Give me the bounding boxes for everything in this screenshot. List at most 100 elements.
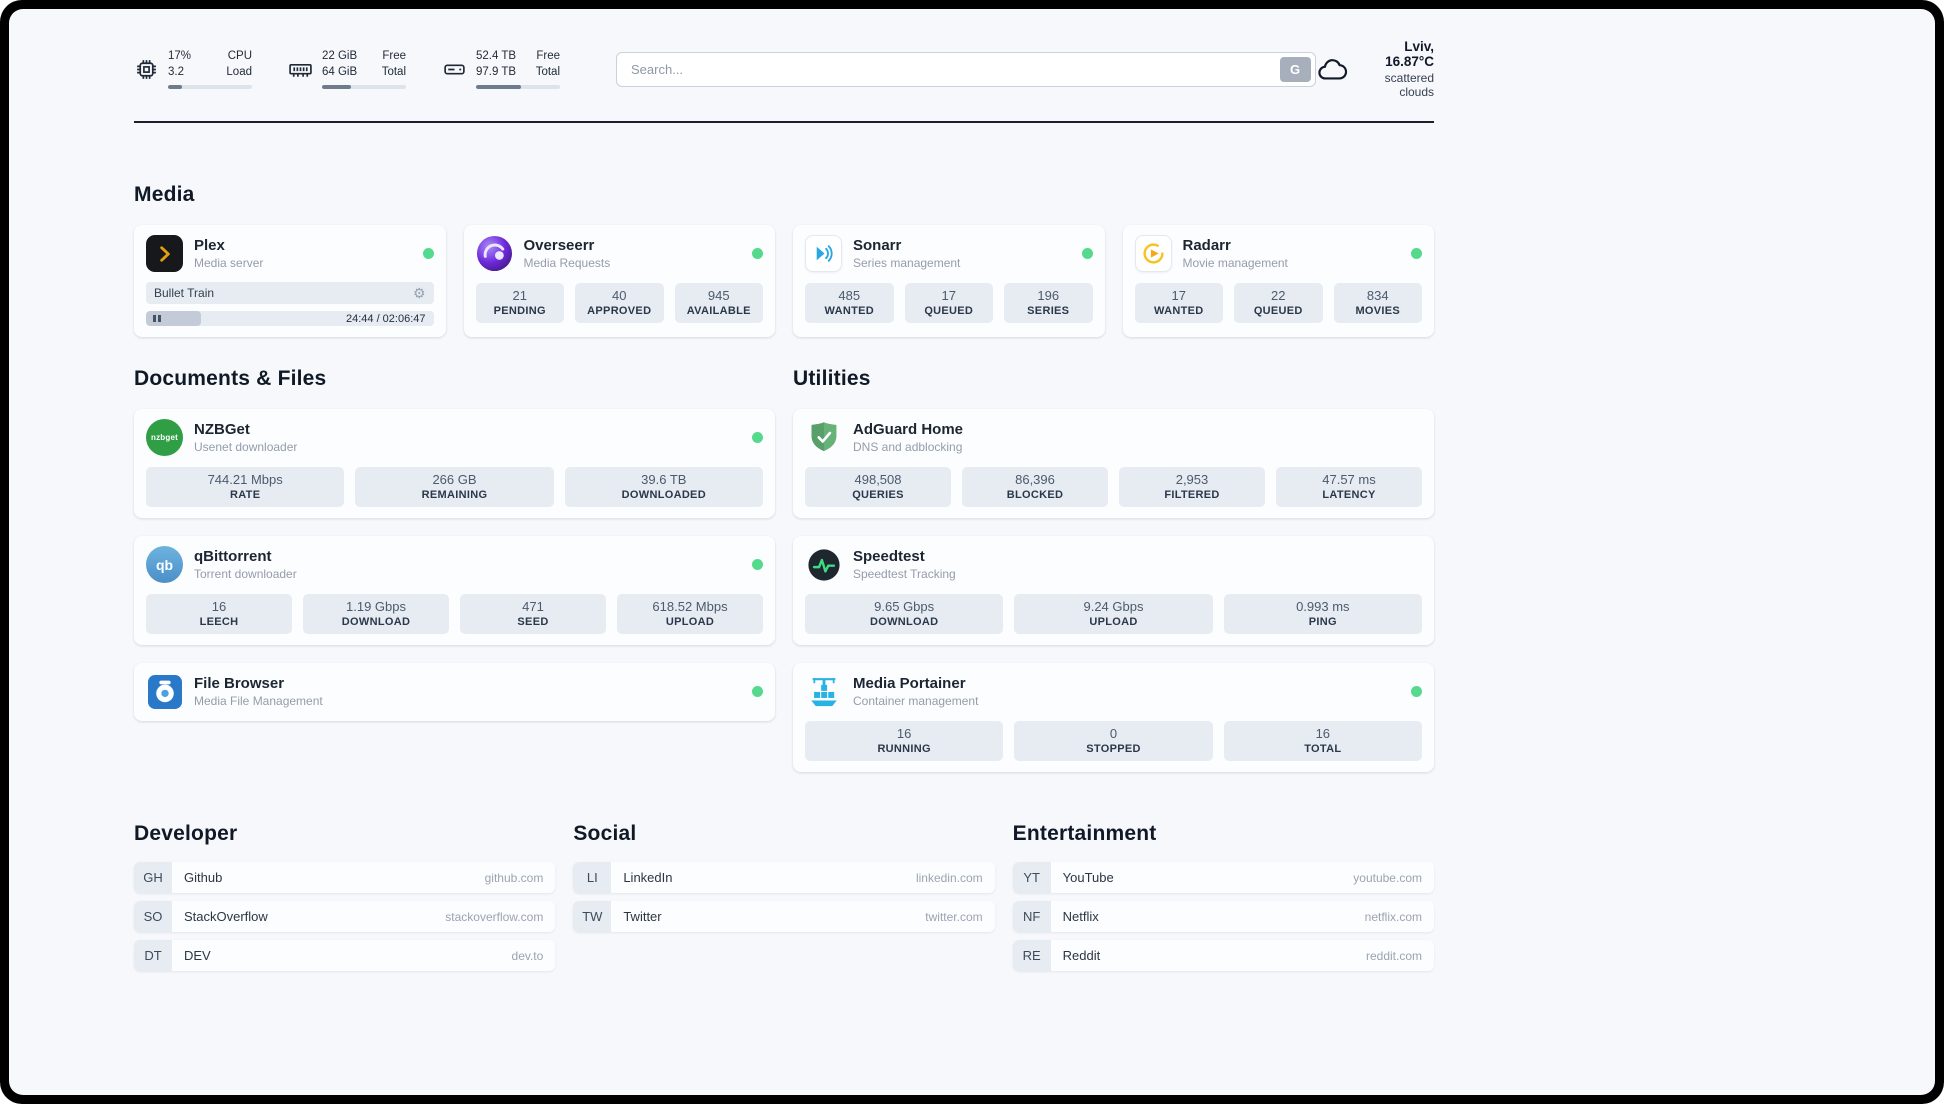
app-card-filebrowser[interactable]: File Browser Media File Management (134, 663, 775, 721)
adguard-icon (805, 419, 842, 456)
stat-value: 0 (1109, 726, 1118, 741)
stat-label: QUEUED (924, 305, 974, 317)
section-title-media: Media (134, 183, 195, 206)
memory-widget: 22 GiB 64 GiB Free Total (288, 49, 406, 90)
stat-label: TOTAL (1304, 743, 1342, 755)
disk-readout: 52.4 TB 97.9 TB Free Total (476, 49, 560, 90)
bookmark-abbr: NF (1012, 901, 1051, 932)
topbar: 17% 3.2 CPU Load (134, 39, 1434, 99)
app-card-sonarr[interactable]: Sonarr Series management 485 WANTED 17 Q… (793, 225, 1105, 337)
memory-label-bottom: Total (381, 65, 406, 78)
bookmark-dev[interactable]: DT DEV dev.to (134, 940, 556, 971)
qbittorrent-icon: qb (146, 546, 183, 583)
stat-tile: 9.65 Gbps DOWNLOAD (805, 594, 1004, 634)
disk-progress-fill (476, 85, 521, 90)
stat-tile: 471 SEED (460, 594, 606, 634)
stat-value: 945 (707, 288, 730, 303)
app-subtitle: Media Requests (523, 256, 611, 270)
app-subtitle: Speedtest Tracking (853, 567, 956, 581)
nzbget-icon: nzbget (146, 419, 183, 456)
disk-value-top: 52.4 TB (476, 49, 517, 62)
stat-tile: 945 AVAILABLE (674, 283, 763, 323)
stat-value: 498,508 (854, 472, 902, 487)
stat-label: WANTED (824, 305, 874, 317)
app-card-plex[interactable]: Plex Media server Bullet Train ⚙ 24:44 /… (134, 225, 446, 337)
stat-value: 2,953 (1175, 472, 1209, 487)
app-subtitle: Movie management (1182, 256, 1288, 270)
stat-label: SERIES (1027, 305, 1070, 317)
disk-value-bottom: 97.9 TB (476, 65, 517, 78)
stat-tile: 485 WANTED (805, 283, 894, 323)
stat-value: 9.24 Gbps (1083, 599, 1144, 614)
bookmark-name: Netflix (1062, 909, 1099, 924)
filebrowser-icon (146, 673, 183, 710)
app-card-speedtest[interactable]: Speedtest Speedtest Tracking 9.65 Gbps D… (793, 536, 1434, 645)
now-playing-row: Bullet Train ⚙ (146, 282, 434, 304)
bookmark-url: twitter.com (925, 909, 983, 924)
app-card-nzbget[interactable]: nzbget NZBGet Usenet downloader 744.21 M… (134, 409, 775, 518)
stat-tile: 0.993 ms PING (1223, 594, 1422, 634)
app-card-qbittorrent[interactable]: qb qBittorrent Torrent downloader 16 LEE… (134, 536, 775, 645)
app-card-portainer[interactable]: Media Portainer Container management 16 … (793, 663, 1434, 772)
bookmark-abbr: TW (573, 901, 612, 932)
stat-label: QUEUED (1253, 305, 1303, 317)
stat-label: RATE (230, 489, 261, 501)
playback-progress-track: 24:44 / 02:06:47 (146, 311, 434, 326)
bookmarks-developer: Developer GH Github github.com SO StackO… (134, 822, 556, 971)
stat-tile: 16 TOTAL (1223, 721, 1422, 761)
cpu-label-top: CPU (227, 49, 252, 62)
stat-label: APPROVED (587, 305, 652, 317)
stat-label: RUNNING (877, 743, 931, 755)
stat-label: MOVIES (1355, 305, 1401, 317)
stat-value: 196 (1037, 288, 1060, 303)
app-subtitle: Series management (853, 256, 961, 270)
stat-tile: 266 GB REMAINING (355, 467, 554, 507)
stat-label: DOWNLOAD (341, 616, 411, 628)
plex-icon (146, 235, 183, 272)
bookmark-netflix[interactable]: NF Netflix netflix.com (1012, 901, 1434, 932)
pause-icon (153, 315, 156, 322)
cpu-widget: 17% 3.2 CPU Load (134, 49, 252, 90)
disk-progress-track (476, 85, 560, 90)
stat-label: DOWNLOADED (621, 489, 706, 501)
cpu-progress-fill (168, 85, 183, 90)
bookmark-name: StackOverflow (184, 909, 268, 924)
bookmark-linkedin[interactable]: LI LinkedIn linkedin.com (573, 862, 995, 893)
stat-tile: 17 WANTED (1134, 283, 1223, 323)
bookmark-name: Github (184, 870, 223, 885)
cpu-icon (134, 57, 159, 82)
disk-icon (442, 57, 467, 82)
bookmark-reddit[interactable]: RE Reddit reddit.com (1012, 940, 1434, 971)
now-playing-title: Bullet Train (154, 286, 215, 300)
weather-condition: scattered clouds (1384, 71, 1434, 99)
app-subtitle: Container management (853, 694, 979, 708)
app-name: File Browser (194, 675, 285, 692)
stat-value: 16 (211, 599, 227, 614)
app-card-radarr[interactable]: Radarr Movie management 17 WANTED 22 QUE… (1122, 225, 1434, 337)
status-dot (752, 559, 763, 570)
app-subtitle: Usenet downloader (194, 440, 298, 454)
app-card-adguard[interactable]: AdGuard Home DNS and adblocking 498,508 … (793, 409, 1434, 518)
bookmark-youtube[interactable]: YT YouTube youtube.com (1012, 862, 1434, 893)
bookmark-abbr: RE (1012, 940, 1051, 971)
app-card-overseerr[interactable]: Overseerr Media Requests 21 PENDING 40 A… (463, 225, 775, 337)
middle-columns: Documents & Files nzbget NZBGet Usenet d… (134, 367, 1434, 772)
search-engine-button[interactable]: G (1279, 56, 1311, 82)
stat-value: 834 (1366, 288, 1389, 303)
stat-value: 16 (1315, 726, 1331, 741)
cpu-progress-track (168, 85, 252, 90)
status-dot (422, 248, 434, 259)
stat-tile: 17 QUEUED (904, 283, 993, 323)
stat-label: BLOCKED (1006, 489, 1064, 501)
bookmark-github[interactable]: GH Github github.com (134, 862, 556, 893)
bookmark-twitter[interactable]: TW Twitter twitter.com (573, 901, 995, 932)
bookmark-stackoverflow[interactable]: SO StackOverflow stackoverflow.com (134, 901, 556, 932)
stat-value: 17 (1171, 288, 1186, 303)
speedtest-icon (805, 546, 842, 583)
bookmark-url: reddit.com (1365, 948, 1422, 963)
bookmark-url: stackoverflow.com (445, 909, 544, 924)
search-input[interactable] (616, 51, 1316, 87)
weather-location: Lviv, 16.87°C (1385, 39, 1434, 69)
gear-icon[interactable]: ⚙ (412, 285, 426, 301)
stat-value: 9.65 Gbps (874, 599, 935, 614)
